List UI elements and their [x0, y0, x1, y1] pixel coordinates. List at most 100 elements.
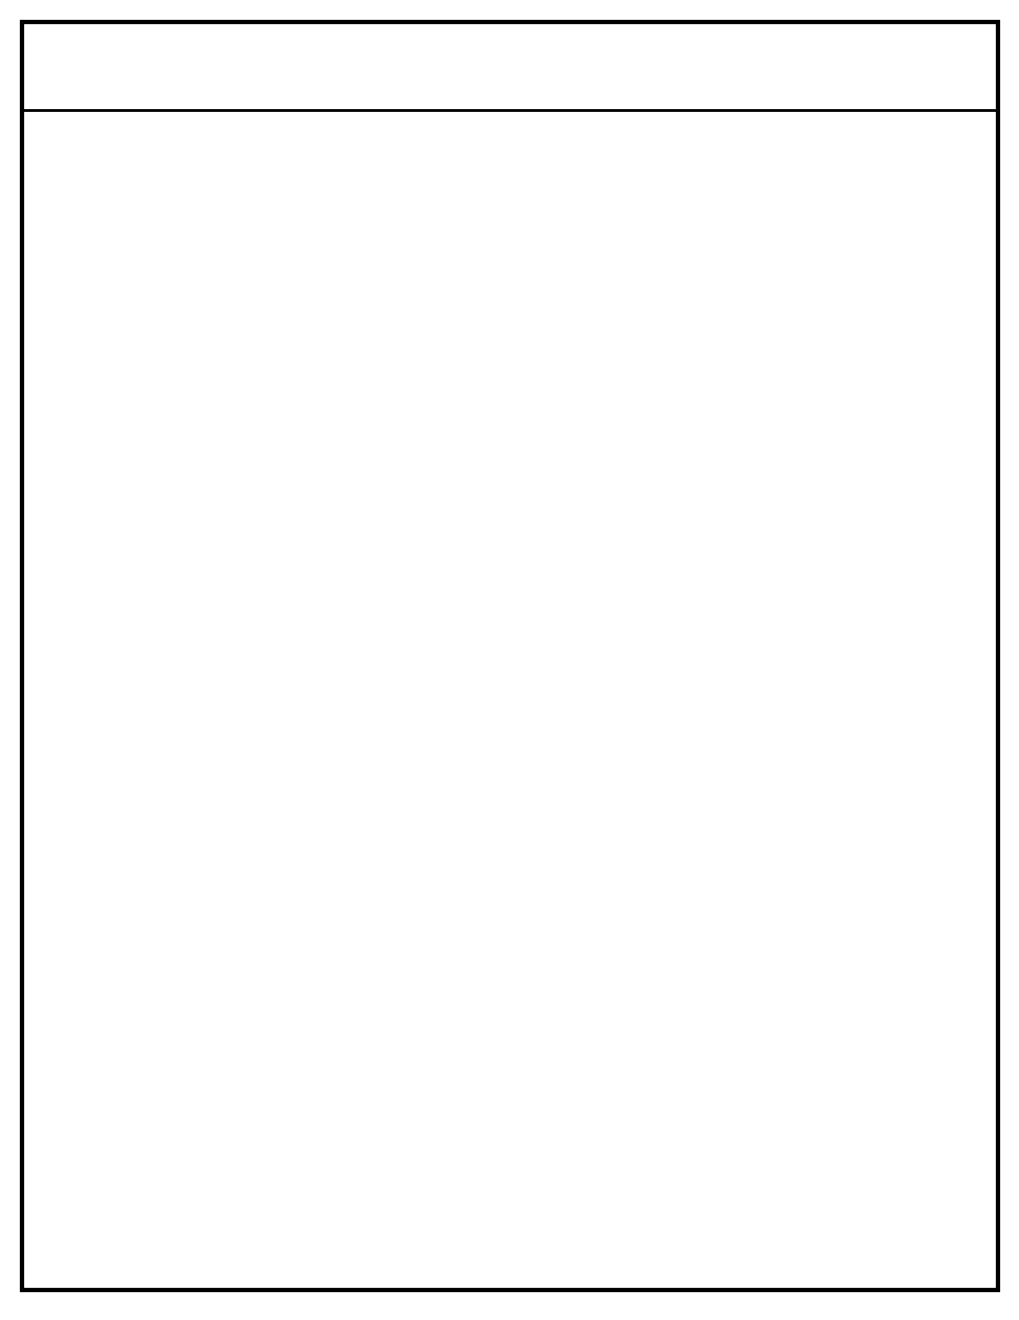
Text: June 10, 2021: June 10, 2021	[530, 879, 622, 891]
Bar	[522, 690, 771, 719]
Text: August 26, 2021: August 26, 2021	[530, 1209, 640, 1221]
Text: June 15, 2021: June 15, 2021	[280, 908, 372, 921]
Bar	[272, 931, 522, 960]
Bar	[522, 630, 771, 660]
Bar	[522, 271, 771, 300]
Bar	[522, 540, 771, 570]
Bar	[272, 300, 522, 330]
Bar	[22, 1170, 272, 1200]
Text: April 14, 2021: April 14, 2021	[30, 668, 124, 681]
Bar	[771, 870, 997, 900]
Text: March 9, 2021: March 9, 2021	[280, 488, 375, 502]
Bar	[771, 330, 997, 360]
Bar	[522, 1200, 771, 1230]
Text: May 26, 2021: May 26, 2021	[30, 849, 120, 862]
Text: March 31, 2021: March 31, 2021	[780, 549, 883, 561]
Bar	[22, 510, 272, 540]
Bar	[22, 1049, 272, 1080]
Bar	[272, 1080, 522, 1110]
Bar	[272, 900, 522, 931]
Text: April 6, 2021: April 6, 2021	[280, 609, 365, 622]
Text: January 6, 2021: January 6, 2021	[30, 248, 136, 261]
Text: August 12, 2021: August 12, 2021	[530, 1148, 640, 1162]
Text: April 20, 2021: April 20, 2021	[280, 668, 374, 681]
Text: July 15, 2021: July 15, 2021	[530, 1028, 616, 1041]
Bar	[22, 360, 272, 389]
Text: June 8, 2021: June 8, 2021	[280, 879, 364, 891]
Text: July 28, 2021: July 28, 2021	[780, 1059, 866, 1072]
Bar	[272, 1049, 522, 1080]
Bar	[272, 110, 771, 210]
Bar	[22, 990, 272, 1020]
Bar	[522, 240, 771, 271]
Text: April 21, 2021: April 21, 2021	[780, 639, 873, 652]
Bar	[22, 750, 272, 780]
Bar	[771, 1230, 997, 1261]
Text: June 24, 2021: June 24, 2021	[530, 939, 622, 952]
Bar	[272, 480, 522, 510]
Bar	[771, 931, 997, 960]
Bar	[522, 570, 771, 601]
Text: April 21, 2021: April 21, 2021	[30, 698, 124, 711]
Text: January 14, 2021: January 14, 2021	[530, 248, 643, 261]
Text: September 1, 2021: September 1, 2021	[780, 1209, 908, 1221]
Bar	[771, 300, 997, 330]
Text: April 15, 2021: April 15, 2021	[530, 639, 624, 652]
Text: June 1, 2021: June 1, 2021	[280, 849, 364, 862]
Text: July 7, 2021: July 7, 2021	[30, 1028, 109, 1041]
Bar	[522, 300, 771, 330]
Bar	[771, 210, 997, 240]
Text: July 22, 2021: July 22, 2021	[530, 1059, 616, 1072]
Text: June 9, 2021: June 9, 2021	[780, 849, 863, 862]
Text: January 27, 2021: January 27, 2021	[780, 279, 893, 292]
Text: July 20, 2021: July 20, 2021	[280, 1059, 367, 1072]
Text: September 15, 2021: September 15, 2021	[780, 1269, 916, 1282]
Bar	[522, 780, 771, 810]
Text: July 7, 2021: July 7, 2021	[780, 969, 858, 982]
Text: December 30, 2020: December 30, 2020	[30, 219, 162, 231]
Bar	[272, 450, 522, 480]
Text: August 18, 2021: August 18, 2021	[30, 1209, 140, 1221]
Text: September 2, 2021: September 2, 2021	[530, 1238, 658, 1251]
Bar	[272, 690, 522, 719]
Bar	[522, 870, 771, 900]
Text: June 30, 2021: June 30, 2021	[30, 998, 122, 1011]
Bar	[272, 1261, 522, 1290]
Text: May 20, 2021: May 20, 2021	[530, 788, 621, 801]
Text: TUESDAY AND THURSDAY 2-Part REQUIRED
Medical Screening Dates: TUESDAY AND THURSDAY 2-Part REQUIRED Med…	[357, 144, 687, 177]
Bar	[522, 601, 771, 630]
Bar	[272, 540, 522, 570]
Text: January 26, 2021: January 26, 2021	[280, 309, 393, 322]
Bar	[22, 300, 272, 330]
Text: January 20, 2021: January 20, 2021	[780, 248, 893, 261]
Bar	[771, 389, 997, 420]
Text: March 17, 2021: March 17, 2021	[780, 488, 883, 502]
Bar	[22, 330, 272, 360]
Bar	[272, 210, 522, 240]
Bar	[272, 570, 522, 601]
Bar	[771, 810, 997, 840]
Bar	[272, 840, 522, 870]
Bar	[22, 110, 272, 210]
Text: February 2, 2021: February 2, 2021	[280, 338, 393, 351]
Text: April 7, 2021: April 7, 2021	[780, 578, 865, 591]
Bar	[522, 1020, 771, 1049]
Text: March 24, 2021: March 24, 2021	[780, 519, 883, 532]
Text: June 22, 2021: June 22, 2021	[280, 939, 372, 952]
Bar	[771, 719, 997, 750]
Bar	[22, 1020, 272, 1049]
Text: April 1, 2021: April 1, 2021	[530, 578, 615, 591]
Text: March 3, 2021: March 3, 2021	[780, 429, 874, 441]
Text: January 5, 2021: January 5, 2021	[280, 219, 385, 231]
Bar	[22, 660, 272, 690]
Bar	[22, 1110, 272, 1140]
Text: February 11, 2021: February 11, 2021	[530, 368, 652, 381]
Text: June 17, 2021: June 17, 2021	[530, 908, 622, 921]
Text: March 10, 2021: March 10, 2021	[30, 519, 133, 532]
Bar	[22, 1261, 272, 1290]
Bar	[771, 110, 997, 210]
Bar	[771, 1080, 997, 1110]
Text: May 12, 2021: May 12, 2021	[780, 729, 870, 742]
Text: April 8, 2021: April 8, 2021	[530, 609, 614, 622]
Text: February 4, 2021: February 4, 2021	[530, 338, 643, 351]
